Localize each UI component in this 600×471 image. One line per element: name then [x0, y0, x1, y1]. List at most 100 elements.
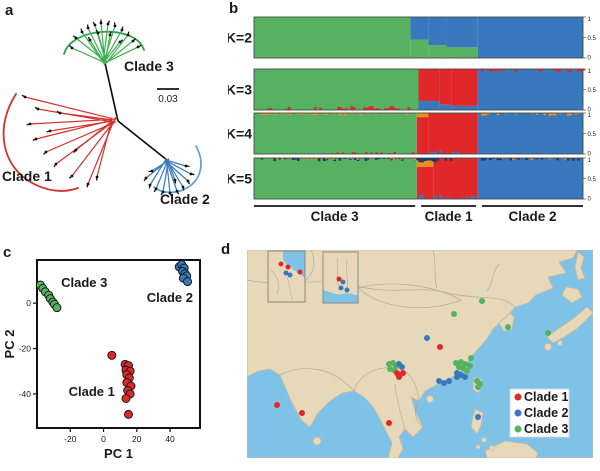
minor-ancestry-fleck: [426, 106, 429, 110]
sample-point-clade2: [399, 364, 405, 370]
minor-ancestry-fleck: [434, 158, 437, 163]
tree-tip-stub: [121, 26, 124, 31]
map-inset: [322, 251, 359, 304]
tree-branch: [96, 119, 113, 178]
x-axis-label: PC 1: [104, 446, 133, 461]
ancestry-block: [254, 69, 419, 110]
minor-ancestry-fleck: [265, 113, 269, 116]
map-inset: [267, 250, 306, 303]
tree-tip-stub: [86, 183, 89, 188]
minor-ancestry-fleck: [364, 158, 368, 161]
admixture-row-K=4: K=4 1 0.5 0: [228, 112, 597, 158]
minor-ancestry-fleck: [327, 158, 331, 160]
tree-tip-stub: [190, 173, 195, 176]
minor-ancestry-fleck: [351, 113, 355, 115]
minor-ancestry-fleck: [343, 158, 347, 159]
tree-branch: [81, 31, 105, 64]
minor-ancestry-fleck: [481, 69, 484, 72]
minor-ancestry-fleck: [559, 113, 562, 115]
minor-ancestry-fleck: [313, 106, 317, 110]
island: [481, 437, 487, 443]
admixture-row-K=3: K=3 1 0.5 0: [228, 68, 597, 114]
legend-dot-clade2: [514, 409, 522, 417]
tree-branch: [71, 47, 106, 64]
minor-ancestry-fleck: [421, 158, 424, 163]
ancestry-block: [428, 17, 447, 46]
sample-point-clade2: [446, 378, 452, 384]
y-tick-label: 0: [588, 108, 592, 114]
minor-ancestry-fleck: [390, 158, 394, 161]
tree-branch: [166, 159, 187, 167]
minor-ancestry-fleck: [299, 113, 303, 115]
minor-ancestry-fleck: [540, 69, 544, 71]
clade1-arc: [2, 93, 79, 192]
minor-ancestry-fleck: [367, 113, 370, 115]
minor-ancestry-fleck: [452, 107, 455, 110]
tree-branch: [103, 29, 123, 62]
country-border: [358, 283, 462, 301]
minor-ancestry-fleck: [577, 158, 580, 161]
plot-frame: [36, 259, 201, 429]
minor-ancestry-fleck: [263, 113, 266, 115]
tree-tip-stub: [68, 45, 73, 49]
panel-a-letter: a: [5, 2, 14, 19]
cluster-label: Clade 1: [69, 384, 115, 399]
minor-ancestry-fleck: [341, 113, 344, 114]
minor-ancestry-fleck: [566, 158, 570, 161]
minor-ancestry-fleck: [436, 158, 440, 161]
sample-point-clade3: [468, 355, 474, 361]
minor-ancestry-fleck: [348, 158, 352, 159]
island: [489, 445, 495, 451]
minor-ancestry-fleck: [556, 69, 560, 73]
minor-ancestry-fleck: [421, 194, 424, 199]
tree-branch: [97, 32, 108, 64]
country-border: [415, 400, 424, 428]
tree-tip-stub: [169, 192, 173, 197]
ancestry-block: [439, 69, 452, 105]
sample-point-clade1: [386, 420, 392, 426]
y-tick-label: 0: [26, 298, 31, 308]
sample-point-clade3: [505, 324, 511, 330]
minor-ancestry-fleck: [457, 151, 461, 154]
minor-ancestry-fleck: [434, 106, 437, 110]
minor-ancestry-fleck: [486, 113, 489, 115]
y-tick-label: 0.5: [588, 36, 597, 42]
sample-point-clade2: [436, 378, 442, 384]
tree-branch: [155, 160, 169, 190]
island: [561, 286, 583, 304]
inset-border-line: [336, 257, 340, 287]
island: [426, 395, 434, 403]
minor-ancestry-fleck: [354, 158, 357, 160]
country-border: [498, 312, 511, 324]
minor-ancestry-fleck: [286, 113, 290, 114]
group-label: Clade 1: [425, 209, 474, 224]
inset-border-line: [270, 269, 279, 295]
minor-ancestry-fleck: [400, 158, 404, 160]
minor-ancestry-fleck: [548, 113, 552, 116]
minor-ancestry-fleck: [374, 158, 378, 160]
minor-ancestry-fleck: [356, 158, 359, 160]
ancestry-block: [416, 160, 434, 168]
tree-tip-stub: [109, 31, 112, 36]
minor-ancestry-fleck: [512, 158, 515, 160]
minor-ancestry-fleck: [374, 113, 378, 115]
tree-tip-stub: [182, 186, 185, 191]
minor-ancestry-fleck: [533, 69, 536, 71]
inset-border-line: [346, 259, 348, 291]
minor-ancestry-fleck: [312, 113, 316, 116]
sample-point-clade1: [437, 344, 443, 350]
y-tick-label: 1: [588, 158, 592, 164]
inset-sample-point-clade2: [344, 287, 350, 293]
inset-border-line: [286, 277, 294, 301]
minor-ancestry-fleck: [439, 107, 442, 110]
minor-ancestry-fleck: [260, 158, 264, 160]
minor-ancestry-fleck: [275, 158, 279, 160]
minor-ancestry-fleck: [496, 158, 500, 161]
minor-ancestry-fleck: [509, 69, 513, 71]
minor-ancestry-fleck: [423, 158, 427, 162]
minor-ancestry-fleck: [488, 113, 492, 114]
ancestry-block: [416, 167, 434, 199]
tree-branch: [165, 160, 192, 175]
country-border: [279, 368, 355, 392]
tree-branch: [105, 34, 129, 64]
